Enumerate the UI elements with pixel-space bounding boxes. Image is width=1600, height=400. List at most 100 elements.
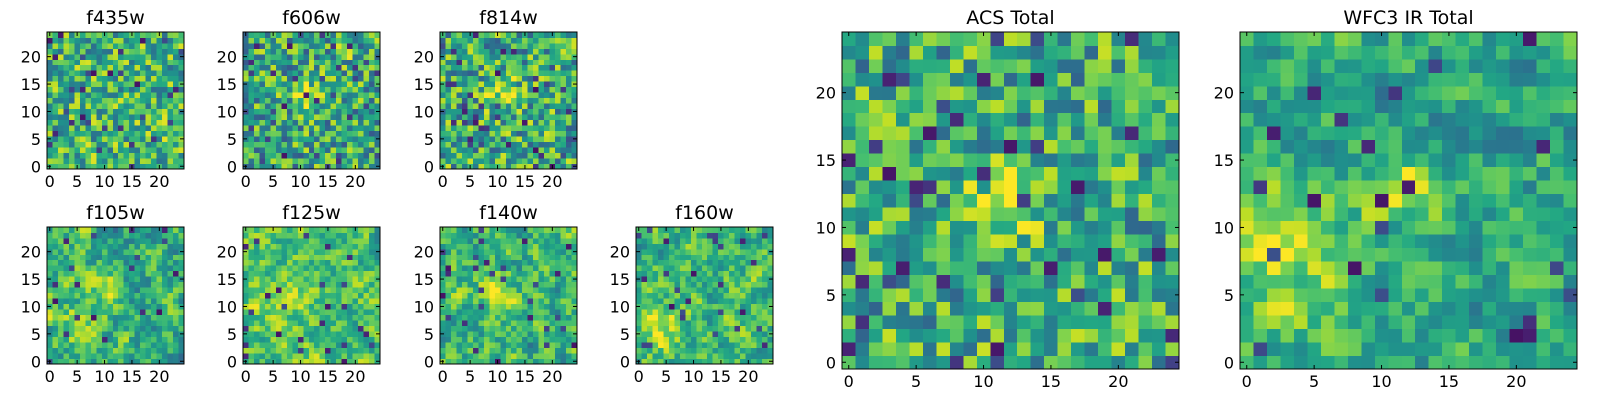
heatmap-cell (74, 64, 81, 71)
heatmap-cell (308, 325, 315, 332)
heatmap-cell (52, 276, 59, 283)
heatmap-cell (123, 103, 130, 110)
heatmap-cell (308, 70, 315, 77)
heatmap-cell (456, 81, 463, 88)
heatmap-cell (79, 248, 86, 255)
heatmap-cell (57, 265, 64, 272)
heatmap-cell (949, 301, 964, 316)
heatmap-cell (440, 119, 446, 126)
heatmap-cell (264, 37, 271, 44)
heatmap-cell (663, 276, 670, 283)
heatmap-cell (668, 331, 675, 337)
heatmap-cell (308, 147, 315, 153)
heatmap-cell (571, 243, 578, 250)
heatmap-cell (756, 353, 763, 359)
heatmap-cell (363, 347, 370, 354)
heatmap-cell (330, 320, 337, 326)
heatmap-cell (516, 92, 523, 99)
heatmap-cell (1057, 315, 1072, 329)
heatmap-cell (511, 309, 518, 316)
heatmap-cell (47, 270, 53, 277)
heatmap-cell (450, 243, 457, 250)
heatmap-cell (151, 232, 157, 239)
heatmap-cell (47, 37, 53, 44)
heatmap-cell (1098, 207, 1112, 222)
heatmap-cell (538, 347, 545, 354)
heatmap-cell (478, 320, 485, 326)
heatmap-cell (767, 281, 774, 288)
heatmap-cell (500, 353, 507, 359)
heatmap-cell (516, 42, 523, 49)
heatmap-cell (178, 158, 185, 164)
heatmap-cell (173, 243, 179, 250)
heatmap-cell (500, 314, 507, 321)
heatmap-cell (549, 53, 556, 60)
heatmap-cell (52, 232, 59, 239)
heatmap-cell (101, 243, 108, 250)
heatmap-cell (679, 292, 686, 299)
heatmap-cell (336, 259, 342, 266)
heatmap-cell (456, 32, 463, 38)
heatmap-cell (129, 141, 136, 148)
heatmap-cell (52, 86, 59, 93)
heatmap-cell (47, 259, 53, 266)
heatmap-cell (341, 114, 348, 121)
heatmap-cell (636, 325, 642, 332)
heatmap-cell (369, 59, 375, 66)
heatmap-cell (478, 119, 485, 126)
heatmap-cell (74, 119, 81, 126)
heatmap-cell (336, 314, 342, 321)
heatmap-cell (85, 292, 92, 299)
heatmap-cell (134, 75, 141, 82)
heatmap-cell (52, 75, 59, 82)
heatmap-cell (145, 136, 152, 142)
heatmap-cell (330, 48, 337, 55)
heatmap-cell (129, 158, 136, 164)
heatmap-cell (112, 75, 119, 82)
heatmap-cell (74, 303, 81, 310)
heatmap-cell (292, 48, 299, 55)
heatmap-cell (264, 232, 271, 239)
heatmap-cell (636, 281, 642, 288)
heatmap-cell (696, 270, 703, 277)
heatmap-cell (494, 292, 501, 299)
heatmap-cell (369, 97, 375, 104)
heatmap-cell (248, 136, 255, 142)
heatmap-cell (467, 309, 474, 316)
heatmap-cell (319, 254, 326, 261)
heatmap-cell (330, 276, 337, 283)
heatmap-cell (690, 276, 697, 283)
heatmap-cell (336, 248, 342, 255)
heatmap-cell (52, 97, 59, 104)
heatmap-cell (173, 147, 179, 153)
heatmap-cell (445, 59, 452, 66)
heatmap-cell (456, 141, 463, 148)
heatmap-cell (156, 303, 163, 310)
heatmap-cell (478, 336, 485, 343)
heatmap-cell (641, 336, 648, 343)
heatmap-cell (303, 158, 310, 164)
heatmap-cell (112, 141, 119, 148)
heatmap-cell (140, 320, 146, 326)
heatmap-cell (264, 287, 271, 294)
heatmap-cell (522, 119, 529, 126)
heatmap-cell (140, 147, 146, 153)
heatmap-cell (248, 237, 255, 244)
heatmap-cell (275, 147, 282, 153)
heatmap-cell (374, 353, 381, 359)
heatmap-cell (363, 303, 370, 310)
heatmap-cell (762, 347, 768, 354)
heatmap-cell (74, 270, 81, 277)
heatmap-cell (456, 342, 463, 348)
heatmap-cell (308, 314, 315, 321)
heatmap-cell (107, 32, 114, 38)
heatmap-cell (538, 353, 545, 359)
heatmap-cell (308, 125, 315, 131)
heatmap-cell (374, 92, 381, 99)
y-tick-label: 5 (424, 325, 434, 344)
heatmap-cell (505, 152, 512, 159)
heatmap-cell (173, 237, 179, 244)
heatmap-cell (505, 103, 512, 110)
heatmap-cell (347, 141, 353, 148)
heatmap-cell (358, 259, 364, 266)
